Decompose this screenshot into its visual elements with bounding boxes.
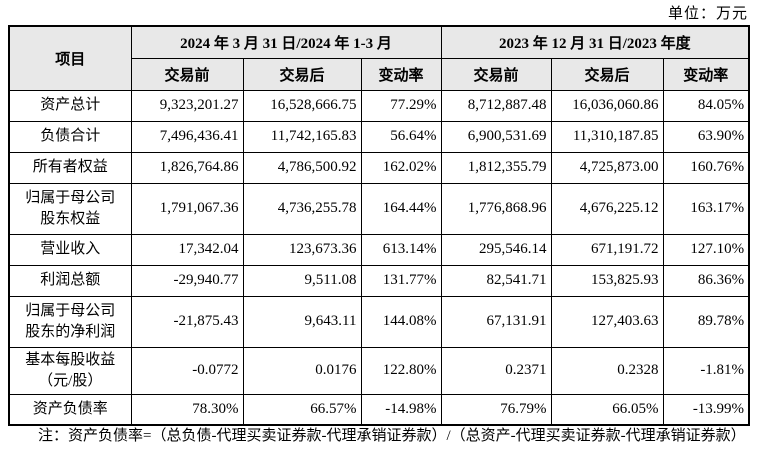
table-row-parent-net-profit: 归属于母公司 股东的净利润 -21,875.43 9,643.11 144.08… xyxy=(8,295,750,348)
table-cell: 9,323,201.27 xyxy=(130,89,244,122)
footnote: 注：资产负债率=（总负债-代理买卖证券款-代理承销证券款）/（总资产-代理买卖证… xyxy=(38,428,746,444)
row-label: 资产总计 xyxy=(8,89,132,122)
table-cell: 1,826,764.86 xyxy=(130,151,244,184)
table-row-total-profit: 利润总额 -29,940.77 9,511.08 131.77% 82,541.… xyxy=(8,264,750,297)
table-cell: 671,191.72 xyxy=(550,233,664,266)
table-cell: 9,643.11 xyxy=(242,295,362,348)
subheader-post-transaction-2023: 交易后 xyxy=(550,57,664,91)
table-cell: 131.77% xyxy=(360,264,442,297)
table-row-operating-revenue: 营业收入 17,342.04 123,673.36 613.14% 295,54… xyxy=(8,233,750,266)
subheader-change-rate-2024: 变动率 xyxy=(360,57,442,91)
table-cell: 160.76% xyxy=(662,151,750,184)
table-cell: 0.0176 xyxy=(242,346,362,395)
table-cell: -14.98% xyxy=(360,393,442,426)
col-header-item: 项目 xyxy=(8,25,132,91)
row-label: 归属于母公司 股东的净利润 xyxy=(8,295,132,348)
table-cell: 16,528,666.75 xyxy=(242,89,362,122)
table-cell: 127,403.63 xyxy=(550,295,664,348)
row-label: 基本每股收益 （元/股） xyxy=(8,346,132,395)
subheader-post-transaction-2024: 交易后 xyxy=(242,57,362,91)
table-cell: 144.08% xyxy=(360,295,442,348)
table-cell: 295,546.14 xyxy=(440,233,552,266)
table-cell: 163.17% xyxy=(662,182,750,235)
table-row-parent-equity: 归属于母公司 股东权益 1,791,067.36 4,736,255.78 16… xyxy=(8,182,750,235)
row-label: 营业收入 xyxy=(8,233,132,266)
group-header-2024: 2024 年 3 月 31 日/2024 年 1-3 月 xyxy=(130,25,442,59)
row-label: 所有者权益 xyxy=(8,151,132,184)
table-cell: -29,940.77 xyxy=(130,264,244,297)
table-cell: 1,776,868.96 xyxy=(440,182,552,235)
table-cell: -13.99% xyxy=(662,393,750,426)
table-cell: 4,736,255.78 xyxy=(242,182,362,235)
table-cell: 0.2371 xyxy=(440,346,552,395)
table-cell: 66.57% xyxy=(242,393,362,426)
subheader-change-rate-2023: 变动率 xyxy=(662,57,750,91)
row-label: 利润总额 xyxy=(8,264,132,297)
table-cell: -21,875.43 xyxy=(130,295,244,348)
table-cell: 4,725,873.00 xyxy=(550,151,664,184)
table-row-asset-liability-ratio: 资产负债率 78.30% 66.57% -14.98% 76.79% 66.05… xyxy=(8,393,750,426)
table-cell: 0.2328 xyxy=(550,346,664,395)
subheader-pre-transaction-2023: 交易前 xyxy=(440,57,552,91)
table-row-basic-eps: 基本每股收益 （元/股） -0.0772 0.0176 122.80% 0.23… xyxy=(8,346,750,395)
table-cell: 78.30% xyxy=(130,393,244,426)
table-cell: 127.10% xyxy=(662,233,750,266)
table-cell: 67,131.91 xyxy=(440,295,552,348)
table-cell: 77.29% xyxy=(360,89,442,122)
table-cell: 63.90% xyxy=(662,120,750,153)
table-cell: 162.02% xyxy=(360,151,442,184)
table-cell: 7,496,436.41 xyxy=(130,120,244,153)
table-cell: 86.36% xyxy=(662,264,750,297)
table-cell: 11,310,187.85 xyxy=(550,120,664,153)
table-header: 项目 2024 年 3 月 31 日/2024 年 1-3 月 2023 年 1… xyxy=(8,25,750,91)
table-cell: 89.78% xyxy=(662,295,750,348)
sub-header-row: 交易前 交易后 变动率 交易前 交易后 变动率 xyxy=(9,57,750,91)
table-cell: 76.79% xyxy=(440,393,552,426)
table-cell: 4,676,225.12 xyxy=(550,182,664,235)
row-label: 资产负债率 xyxy=(8,393,132,426)
row-label: 归属于母公司 股东权益 xyxy=(8,182,132,235)
group-header-2023: 2023 年 12 月 31 日/2023 年度 xyxy=(440,25,750,59)
table-cell: 8,712,887.48 xyxy=(440,89,552,122)
table-cell: 122.80% xyxy=(360,346,442,395)
table-cell: 11,742,165.83 xyxy=(242,120,362,153)
table-cell: 9,511.08 xyxy=(242,264,362,297)
table-cell: 16,036,060.86 xyxy=(550,89,664,122)
table-cell: 153,825.93 xyxy=(550,264,664,297)
financial-comparison-table: 项目 2024 年 3 月 31 日/2024 年 1-3 月 2023 年 1… xyxy=(8,25,751,426)
unit-label: 单位：万元 xyxy=(667,6,748,22)
table-cell: 17,342.04 xyxy=(130,233,244,266)
group-header-row: 项目 2024 年 3 月 31 日/2024 年 1-3 月 2023 年 1… xyxy=(8,25,750,91)
table-cell: 6,900,531.69 xyxy=(440,120,552,153)
table-cell: 1,812,355.79 xyxy=(440,151,552,184)
subheader-pre-transaction-2024: 交易前 xyxy=(130,57,244,91)
table-cell: 4,786,500.92 xyxy=(242,151,362,184)
table-body: 资产总计 9,323,201.27 16,528,666.75 77.29% 8… xyxy=(8,89,750,426)
table-cell: 84.05% xyxy=(662,89,750,122)
table-cell: -0.0772 xyxy=(130,346,244,395)
table-row-owners-equity: 所有者权益 1,826,764.86 4,786,500.92 162.02% … xyxy=(8,151,750,184)
row-label: 负债合计 xyxy=(8,120,132,153)
table-cell: -1.81% xyxy=(662,346,750,395)
table-cell: 1,791,067.36 xyxy=(130,182,244,235)
table-cell: 164.44% xyxy=(360,182,442,235)
table-row-total-liabilities: 负债合计 7,496,436.41 11,742,165.83 56.64% 6… xyxy=(8,120,750,153)
table-row-total-assets: 资产总计 9,323,201.27 16,528,666.75 77.29% 8… xyxy=(8,89,750,122)
table-cell: 123,673.36 xyxy=(242,233,362,266)
table-cell: 56.64% xyxy=(360,120,442,153)
table-cell: 613.14% xyxy=(360,233,442,266)
table-cell: 66.05% xyxy=(550,393,664,426)
table-cell: 82,541.71 xyxy=(440,264,552,297)
